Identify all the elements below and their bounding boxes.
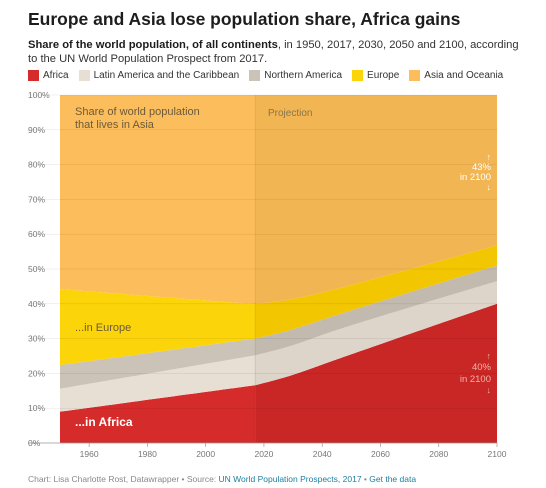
europe-annotation: ...in Europe — [75, 322, 131, 334]
africa-annotation: ...in Africa — [75, 415, 133, 429]
area-europe-historical — [60, 289, 256, 366]
y-tick-label-70: 70% — [28, 194, 45, 204]
chart-title: Europe and Asia lose population share, A… — [28, 9, 461, 29]
y-tick-label-80: 80% — [28, 160, 45, 170]
africa-2100-annotation-line-3: in 2100 — [460, 374, 491, 385]
area-latin-america-and-the-caribbean-projection — [255, 281, 497, 386]
legend-label-latin-america: Latin America and the Caribbean — [93, 70, 240, 81]
y-tick-label-90: 90% — [28, 125, 45, 135]
x-tick-label-2100: 2100 — [488, 449, 507, 459]
legend-item-northern-america: Northern America — [249, 70, 342, 81]
legend-label-africa: Africa — [43, 70, 69, 81]
asia-annotation-line-2: that lives in Asia — [75, 119, 155, 131]
y-tick-label-30: 30% — [28, 334, 45, 344]
chart-areas — [60, 95, 497, 443]
area-latin-america-and-the-caribbean-historical — [60, 355, 256, 412]
x-tick-label-1960: 1960 — [80, 449, 99, 459]
asia-2100-annotation-line-1: ↑ — [487, 152, 492, 162]
africa-2100-annotation-line-1: ↑ — [487, 351, 492, 361]
y-tick-label-100: 100% — [28, 90, 50, 100]
subtitle-rest: , in 1950, 2017, 2030, 2050 and 2100, ac… — [28, 39, 519, 65]
y-axis-ticks: 0% 10% 20% 30% 40% 50% 60% 70% 80% 90% 100% — [28, 90, 50, 448]
legend-item-latin-america: Latin America and the Caribbean — [78, 70, 240, 81]
legend-item-europe: Europe — [352, 70, 399, 81]
chart-footer: Chart: Lisa Charlotte Rost, Datawrapper … — [28, 474, 416, 484]
asia-2100-annotation-line-2: 43% — [472, 162, 492, 173]
subtitle-bold: Share of the world population, of all co… — [28, 39, 278, 51]
footer-credit: Chart: Lisa Charlotte Rost, Datawrapper … — [28, 474, 219, 484]
area-africa-historical — [60, 385, 256, 443]
y-tick-label-20: 20% — [28, 368, 45, 378]
legend-item-asia-oceania: Asia and Oceania — [409, 70, 503, 81]
legend-swatch-latin-america — [78, 70, 90, 81]
x-tick-label-2000: 2000 — [196, 449, 215, 459]
legend-swatch-europe — [352, 70, 364, 81]
x-tick-label-2040: 2040 — [313, 449, 332, 459]
area-asia-and-oceania-historical — [60, 95, 256, 305]
y-tick-label-0: 0% — [28, 438, 41, 448]
x-tick-label-1980: 1980 — [138, 449, 157, 459]
legend-swatch-asia-oceania — [409, 70, 421, 81]
x-tick-label-2060: 2060 — [371, 449, 390, 459]
legend-swatch-africa — [28, 70, 39, 81]
get-data-link[interactable]: Get the data — [369, 474, 417, 484]
y-tick-label-10: 10% — [28, 403, 45, 413]
chart-gridlines — [28, 94, 497, 444]
area-northern-america-projection — [255, 265, 497, 356]
y-tick-label-60: 60% — [28, 229, 45, 239]
legend: Africa Latin America and the Caribbean N… — [28, 70, 513, 81]
x-tick-label-2020: 2020 — [254, 449, 273, 459]
x-tick-label-2080: 2080 — [429, 449, 448, 459]
legend-label-europe: Europe — [367, 70, 400, 81]
legend-label-northern-america: Northern America — [264, 70, 343, 81]
source-link[interactable]: UN World Population Prospects, 2017 — [218, 474, 362, 484]
asia-annotation-line-1: Share of world population — [75, 106, 200, 118]
area-africa-projection — [255, 303, 497, 443]
y-tick-label-40: 40% — [28, 299, 45, 309]
legend-label-asia-oceania: Asia and Oceania — [424, 70, 504, 81]
x-axis-ticks: 1960 1980 2000 2020 2040 2060 2080 2100 — [80, 443, 507, 459]
asia-2100-annotation-line-4: ↓ — [487, 182, 492, 192]
legend-swatch-northern-america — [249, 70, 261, 81]
projection-annotation: Projection — [268, 108, 312, 119]
chart-subtitle: Share of the world population, of all co… — [28, 38, 528, 66]
area-europe-projection — [255, 245, 497, 339]
asia-2100-annotation-line-3: in 2100 — [460, 172, 491, 183]
footer-separator: • — [361, 474, 370, 484]
area-asia-and-oceania-projection — [255, 95, 497, 305]
africa-2100-annotation-line-4: ↓ — [487, 385, 492, 395]
legend-item-africa: Africa — [28, 70, 69, 81]
area-northern-america-historical — [60, 338, 256, 389]
y-tick-label-50: 50% — [28, 264, 45, 274]
africa-2100-annotation-line-2: 40% — [472, 362, 492, 373]
